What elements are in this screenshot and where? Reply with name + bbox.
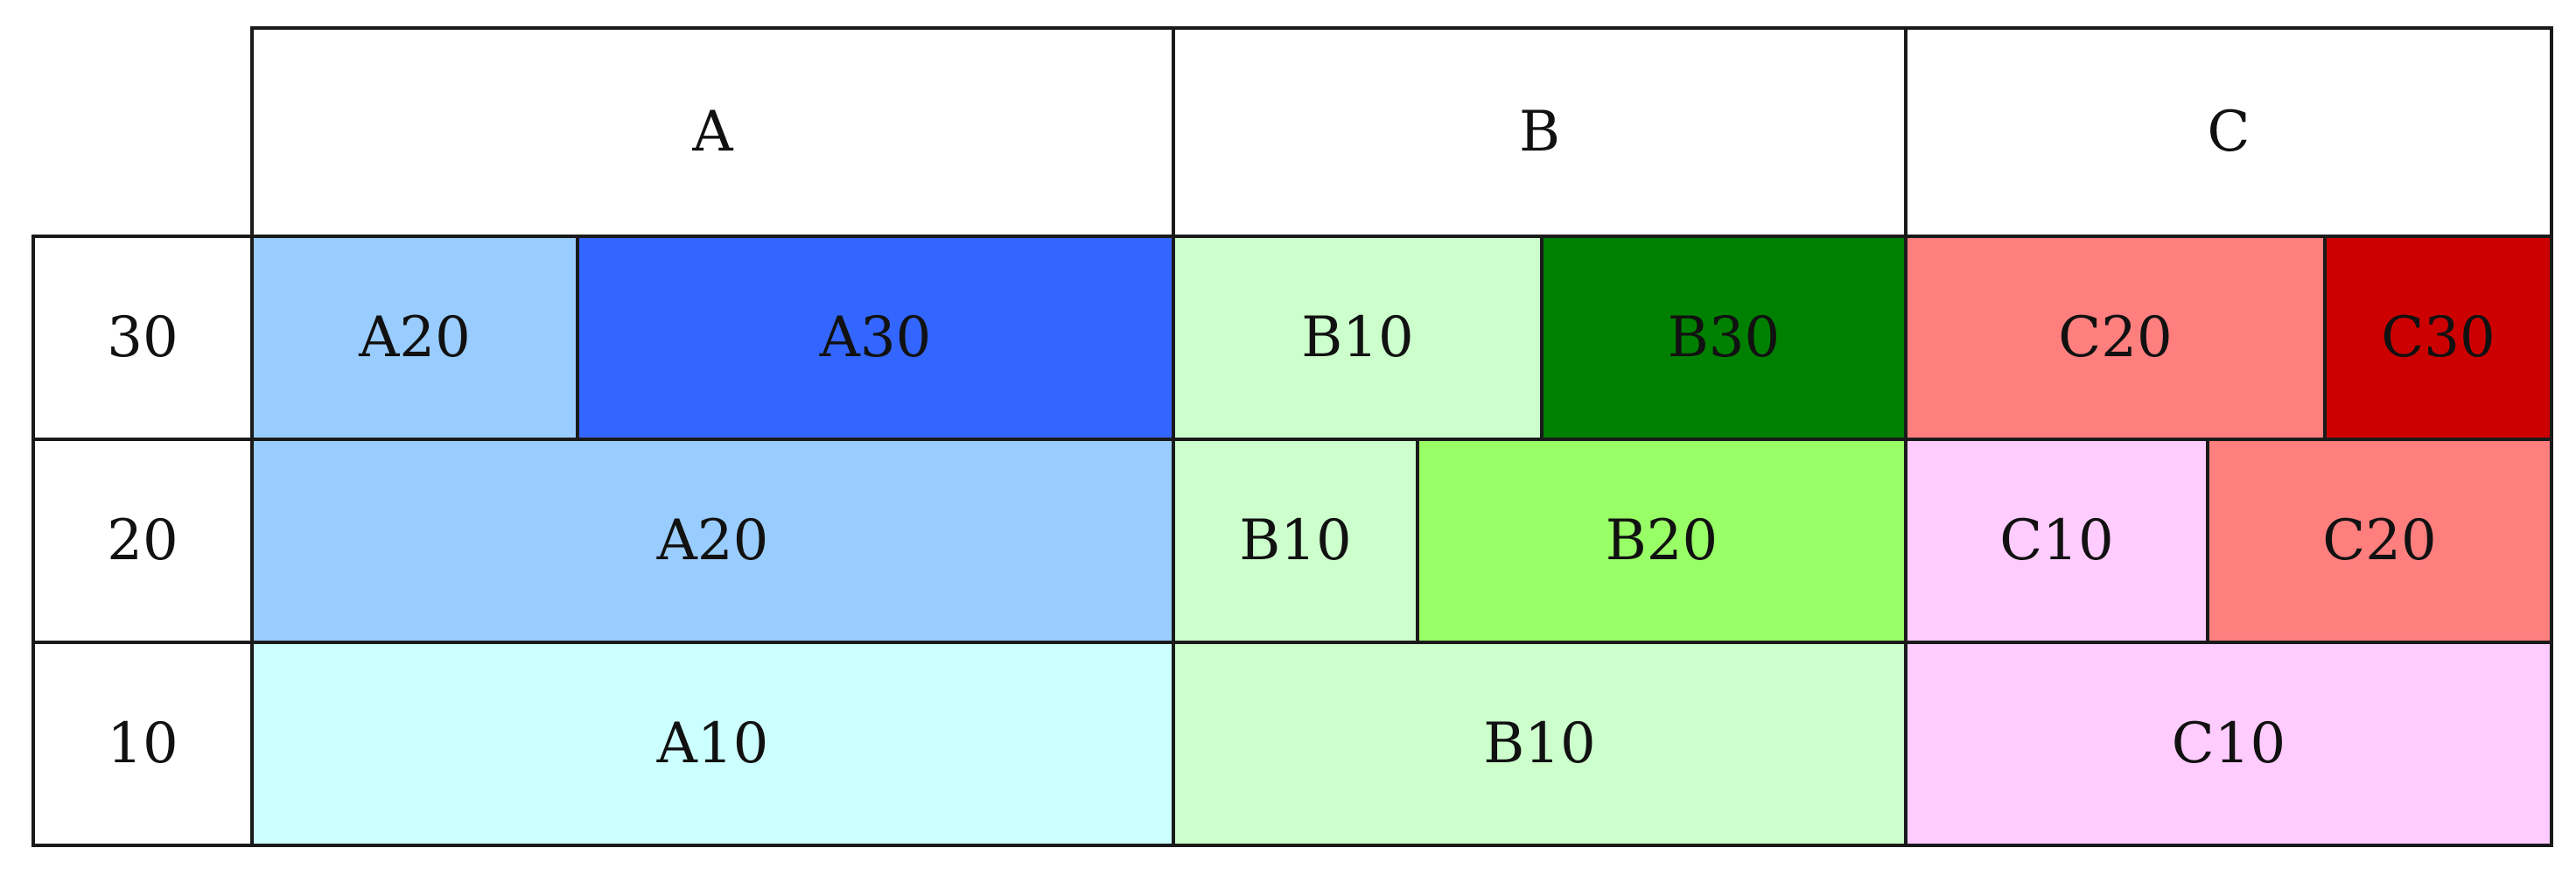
block-b10-row-20: B10 <box>1172 438 1419 644</box>
block-b10-row-10: B10 <box>1172 641 1908 847</box>
block-c10-row-10: C10 <box>1904 641 2553 847</box>
block-b20-row-20: B20 <box>1416 438 1908 644</box>
column-header-a: A <box>250 26 1175 238</box>
column-header-c: C <box>1904 26 2553 238</box>
column-header-b: B <box>1172 26 1908 238</box>
row-label-10: 10 <box>32 641 254 847</box>
block-b30-row-30: B30 <box>1540 235 1908 441</box>
block-c20-row-30: C20 <box>1904 235 2327 441</box>
block-a10-row-10: A10 <box>250 641 1175 847</box>
row-label-30: 30 <box>32 235 254 441</box>
block-a20-row-30: A20 <box>250 235 579 441</box>
block-b10-row-30: B10 <box>1172 235 1544 441</box>
block-a20-row-20: A20 <box>250 438 1175 644</box>
block-c10-row-20: C10 <box>1904 438 2209 644</box>
block-a30-row-30: A30 <box>576 235 1175 441</box>
block-c30-row-30: C30 <box>2323 235 2553 441</box>
block-c20-row-20: C20 <box>2206 438 2553 644</box>
row-label-20: 20 <box>32 438 254 644</box>
